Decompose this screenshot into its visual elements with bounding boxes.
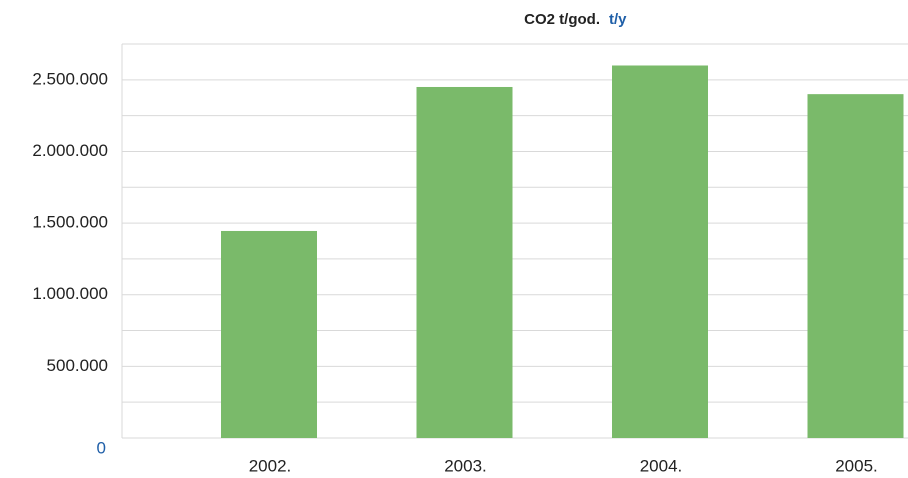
y-tick-label: 2.500.000 <box>32 69 108 88</box>
bar <box>221 230 317 438</box>
x-tick-label: 2004. <box>640 456 683 475</box>
y-tick-label: 1.500.000 <box>32 213 108 232</box>
y-tick-label: 0 <box>97 438 106 457</box>
bar <box>416 86 513 439</box>
x-tick-label: 2005. <box>835 456 878 475</box>
x-tick-label: 2002. <box>249 456 292 475</box>
bar <box>807 94 904 439</box>
chart-title: CO2 t/god. <box>524 11 600 28</box>
x-tick-label: 2003. <box>444 456 487 475</box>
y-tick-label: 1.000.000 <box>32 284 108 303</box>
y-tick-label: 500.000 <box>47 356 108 375</box>
y-tick-label: 2.000.000 <box>32 141 108 160</box>
bar <box>612 65 708 438</box>
chart-unit: t/y <box>609 11 627 28</box>
